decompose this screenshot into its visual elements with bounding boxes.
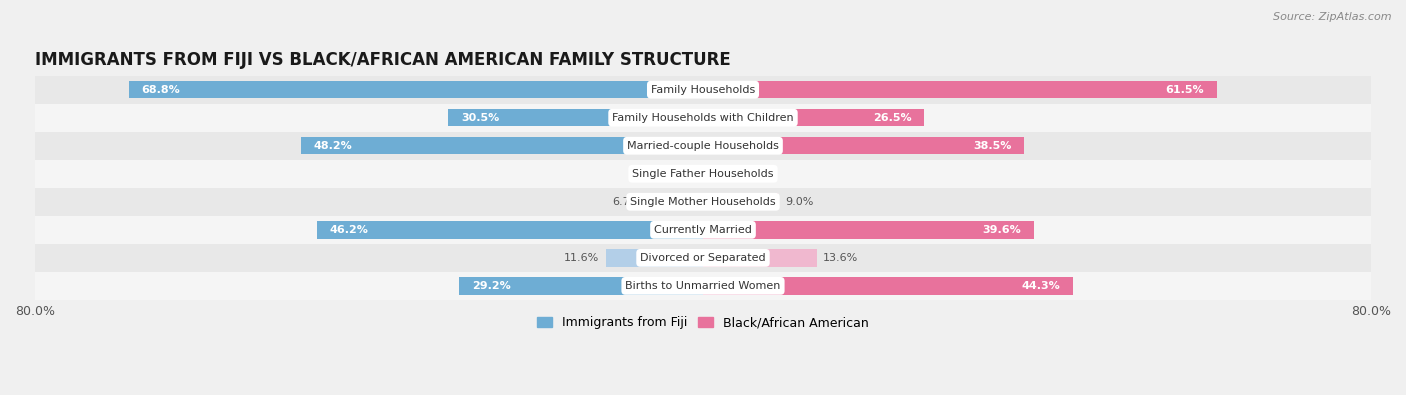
Text: 11.6%: 11.6% xyxy=(564,253,599,263)
Text: Births to Unmarried Women: Births to Unmarried Women xyxy=(626,281,780,291)
Text: IMMIGRANTS FROM FIJI VS BLACK/AFRICAN AMERICAN FAMILY STRUCTURE: IMMIGRANTS FROM FIJI VS BLACK/AFRICAN AM… xyxy=(35,51,731,69)
Bar xyxy=(318,221,703,239)
Text: Source: ZipAtlas.com: Source: ZipAtlas.com xyxy=(1274,12,1392,22)
Bar xyxy=(703,193,778,211)
Bar xyxy=(35,188,1371,216)
Bar xyxy=(35,76,1371,104)
Text: 44.3%: 44.3% xyxy=(1022,281,1060,291)
Text: Family Households: Family Households xyxy=(651,85,755,95)
Bar xyxy=(703,137,1025,154)
Text: 48.2%: 48.2% xyxy=(314,141,352,151)
Text: 13.6%: 13.6% xyxy=(824,253,859,263)
Text: 30.5%: 30.5% xyxy=(461,113,499,123)
Text: 9.0%: 9.0% xyxy=(785,197,813,207)
Bar xyxy=(703,249,817,267)
Bar xyxy=(703,221,1033,239)
Bar xyxy=(460,277,703,295)
Bar xyxy=(35,160,1371,188)
Bar xyxy=(449,109,703,126)
Bar xyxy=(703,277,1073,295)
Text: Single Father Households: Single Father Households xyxy=(633,169,773,179)
Text: 2.4%: 2.4% xyxy=(730,169,758,179)
Bar xyxy=(35,272,1371,300)
Text: 6.7%: 6.7% xyxy=(612,197,640,207)
Bar xyxy=(606,249,703,267)
Bar xyxy=(35,104,1371,132)
Bar xyxy=(703,165,723,182)
Text: Single Mother Households: Single Mother Households xyxy=(630,197,776,207)
Text: Divorced or Separated: Divorced or Separated xyxy=(640,253,766,263)
Text: Family Households with Children: Family Households with Children xyxy=(612,113,794,123)
Text: 68.8%: 68.8% xyxy=(141,85,180,95)
Bar xyxy=(703,81,1216,98)
Bar xyxy=(128,81,703,98)
Text: 26.5%: 26.5% xyxy=(873,113,911,123)
Bar xyxy=(681,165,703,182)
Bar xyxy=(35,216,1371,244)
Text: Married-couple Households: Married-couple Households xyxy=(627,141,779,151)
Text: 39.6%: 39.6% xyxy=(983,225,1021,235)
Text: 61.5%: 61.5% xyxy=(1166,85,1204,95)
Bar xyxy=(35,244,1371,272)
Text: 2.7%: 2.7% xyxy=(645,169,673,179)
Bar xyxy=(703,109,924,126)
Text: 38.5%: 38.5% xyxy=(973,141,1012,151)
Legend: Immigrants from Fiji, Black/African American: Immigrants from Fiji, Black/African Amer… xyxy=(533,311,873,334)
Bar xyxy=(35,132,1371,160)
Bar xyxy=(647,193,703,211)
Text: 29.2%: 29.2% xyxy=(471,281,510,291)
Text: Currently Married: Currently Married xyxy=(654,225,752,235)
Text: 46.2%: 46.2% xyxy=(330,225,368,235)
Bar xyxy=(301,137,703,154)
